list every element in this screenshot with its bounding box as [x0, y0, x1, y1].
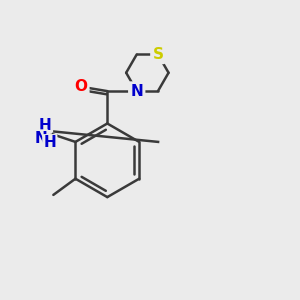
Text: O: O: [74, 79, 87, 94]
Text: S: S: [152, 47, 164, 62]
Text: H: H: [38, 118, 51, 133]
Text: H: H: [44, 135, 56, 150]
Text: N: N: [34, 130, 47, 146]
Text: H: H: [40, 117, 52, 132]
Text: N: N: [130, 84, 143, 99]
Text: N: N: [37, 130, 50, 145]
